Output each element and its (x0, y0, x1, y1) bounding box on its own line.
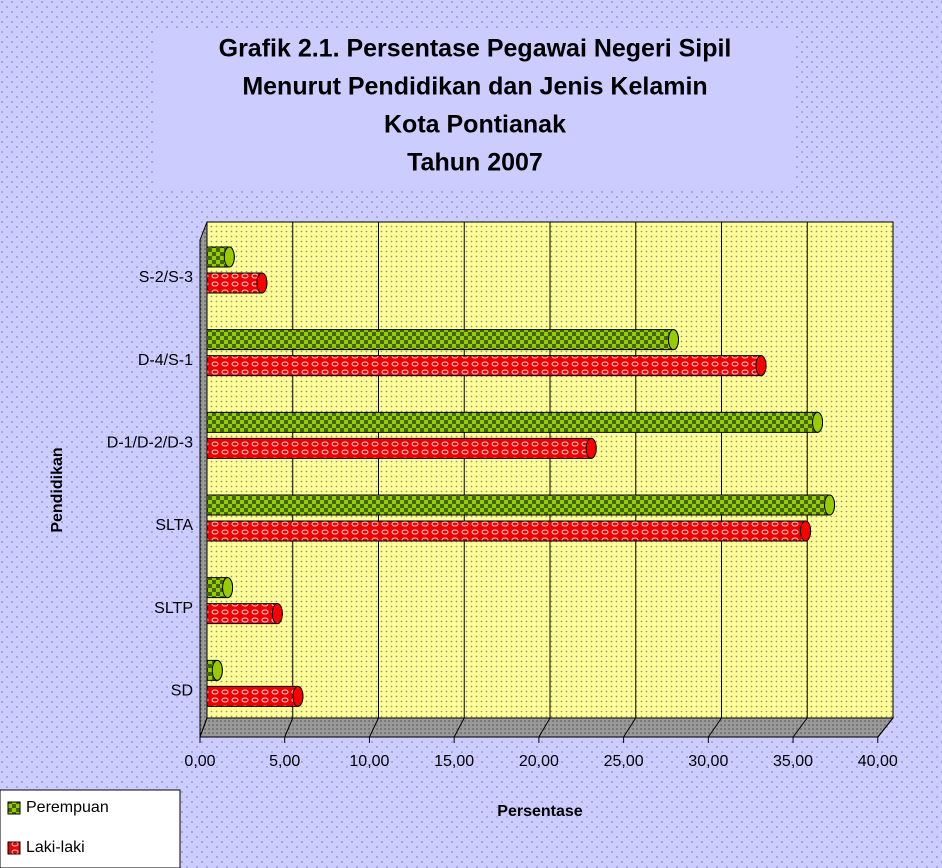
bar-cap (271, 603, 283, 625)
x-tick-label: 30,00 (688, 753, 728, 770)
y-tick-label: S-2/S-3 (139, 269, 193, 286)
legend-swatch (7, 841, 21, 855)
y-tick-label: SLTP (154, 600, 193, 617)
bar (206, 494, 836, 516)
legend (0, 789, 181, 868)
bar-cap (222, 577, 234, 599)
grid-line (199, 222, 208, 738)
bar-cap (800, 520, 812, 542)
floor (199, 717, 895, 738)
grid-line (453, 222, 465, 738)
bar (206, 520, 812, 542)
bar (206, 685, 304, 707)
grid-line (707, 222, 722, 738)
grid-line (877, 222, 894, 738)
y-tick-label: SLTA (155, 517, 193, 534)
bar-cap (585, 437, 597, 459)
bar-cap (211, 659, 223, 681)
bar-cap (812, 411, 824, 433)
legend-label: Perempuan (26, 799, 109, 816)
bar-cap (667, 329, 679, 351)
y-axis-label: Pendidikan (49, 447, 66, 532)
x-tick-label: 25,00 (604, 753, 644, 770)
grid-line (368, 222, 379, 738)
x-tick-label: 20,00 (519, 753, 559, 770)
bar (206, 411, 824, 433)
legend-swatch (7, 801, 21, 815)
bar (206, 437, 597, 459)
bar (206, 603, 283, 625)
grid-line (623, 222, 637, 738)
x-axis-label: Persentase (497, 803, 582, 820)
chart-title: Menurut Pendidikan dan Jenis Kelamin (242, 73, 707, 101)
x-tick-label: 15,00 (434, 753, 474, 770)
title-box (155, 30, 795, 190)
x-tick-label: 0,00 (184, 753, 215, 770)
grid-line (284, 222, 294, 738)
bar-cap (755, 355, 767, 377)
bar (206, 355, 767, 377)
chart-title: Kota Pontianak (384, 111, 566, 139)
x-tick-label: 35,00 (773, 753, 813, 770)
y-tick-label: D-1/D-2/D-3 (107, 435, 193, 452)
grid-line (538, 222, 551, 738)
x-tick-label: 10,00 (349, 753, 389, 770)
legend-label: Laki-laki (26, 839, 85, 856)
x-tick-label: 40,00 (858, 753, 898, 770)
bar-cap (292, 685, 304, 707)
bar (206, 329, 679, 351)
y-tick-label: D-4/S-1 (138, 352, 193, 369)
bar-cap (824, 494, 836, 516)
x-tick-label: 5,00 (269, 753, 300, 770)
bar-cap (256, 272, 268, 294)
side-wall (199, 221, 208, 738)
chart-title: Grafik 2.1. Persentase Pegawai Negeri Si… (219, 35, 732, 63)
grid-line (792, 222, 808, 738)
y-tick-label: SD (171, 683, 193, 700)
chart-title: Tahun 2007 (407, 149, 543, 177)
bar-cap (223, 246, 235, 268)
